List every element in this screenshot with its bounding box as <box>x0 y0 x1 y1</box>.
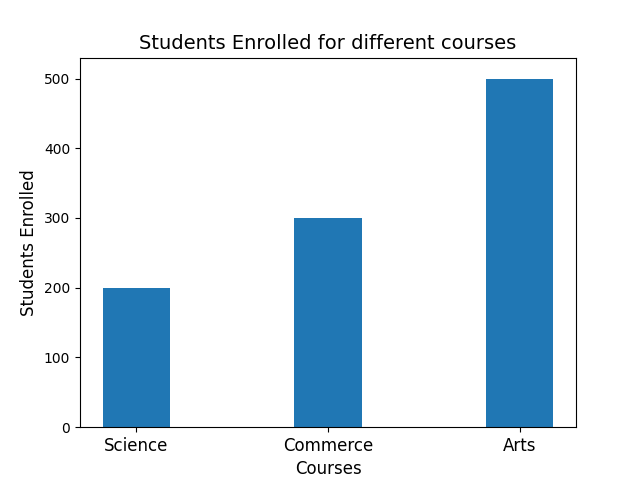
Title: Students Enrolled for different courses: Students Enrolled for different courses <box>140 34 516 53</box>
Y-axis label: Students Enrolled: Students Enrolled <box>20 169 38 316</box>
Bar <box>486 79 554 427</box>
Bar <box>102 288 170 427</box>
X-axis label: Courses: Courses <box>294 460 362 479</box>
Bar <box>294 218 362 427</box>
